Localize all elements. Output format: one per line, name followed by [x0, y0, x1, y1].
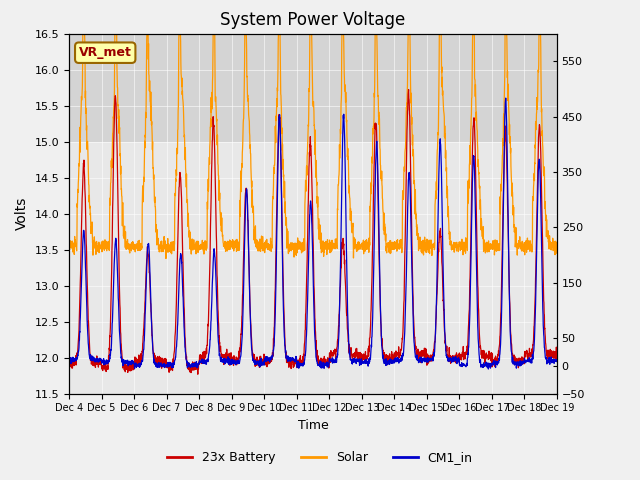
- Bar: [69, 34, 557, 142]
- Y-axis label: Volts: Volts: [15, 197, 29, 230]
- Legend: 23x Battery, Solar, CM1_in: 23x Battery, Solar, CM1_in: [163, 446, 477, 469]
- X-axis label: Time: Time: [298, 419, 328, 432]
- Text: VR_met: VR_met: [79, 46, 132, 59]
- Title: System Power Voltage: System Power Voltage: [220, 11, 406, 29]
